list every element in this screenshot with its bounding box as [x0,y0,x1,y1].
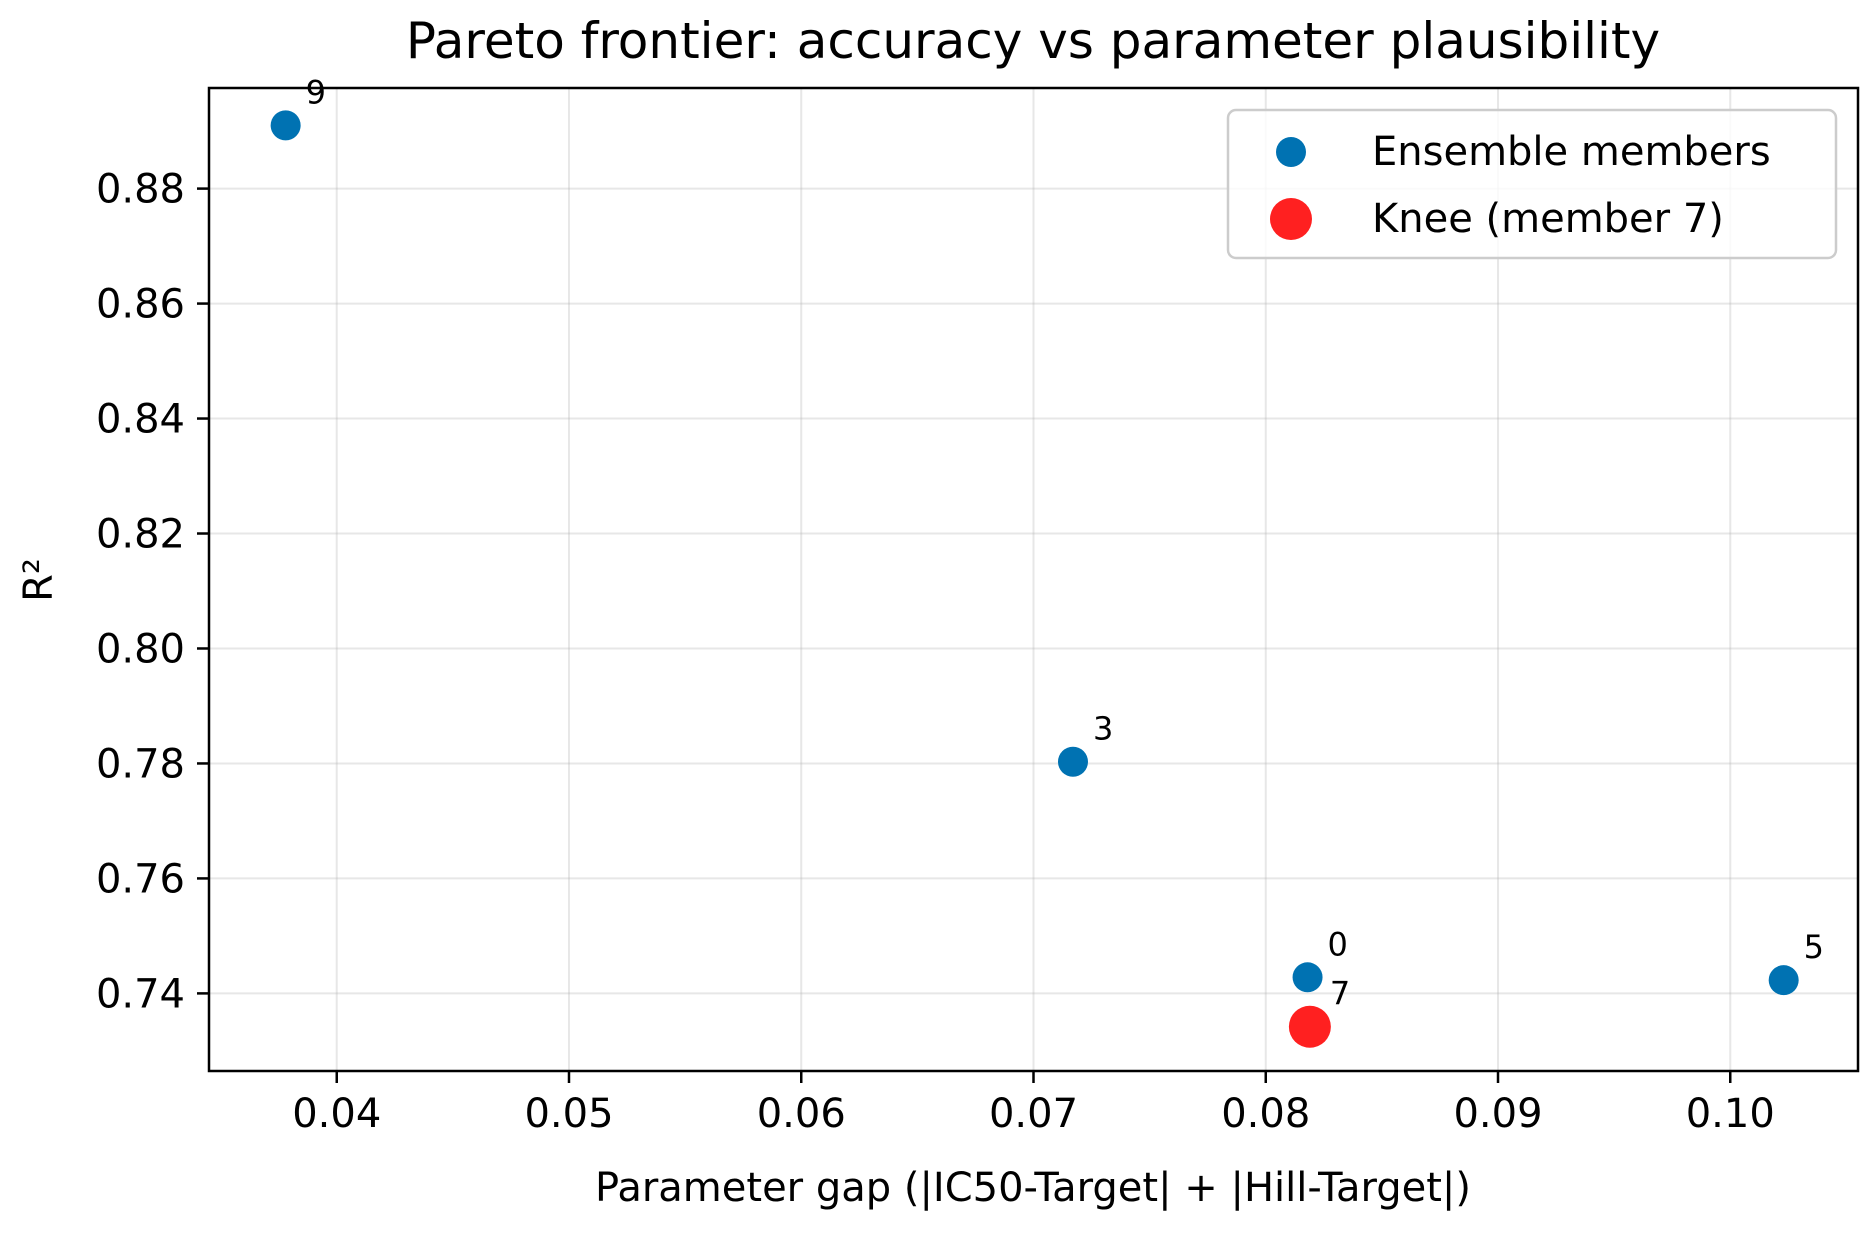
point-label: 3 [1093,710,1113,748]
x-tick-label: 0.10 [1686,1091,1775,1137]
ensemble-member-point [270,110,301,141]
legend-knee-marker [1270,198,1312,240]
y-axis-label: R² [16,558,62,602]
x-axis-ticks: 0.04 0.05 0.06 0.07 0.08 0.09 0.10 [292,1071,1775,1137]
knee-point [1288,1005,1331,1048]
point-label: 0 [1328,925,1348,963]
y-tick-label: 0.80 [96,626,185,672]
x-tick-label: 0.04 [292,1091,381,1137]
ensemble-member-point [1057,746,1088,777]
y-tick-label: 0.78 [96,741,185,787]
y-tick-label: 0.74 [96,971,185,1017]
x-tick-label: 0.05 [524,1091,613,1137]
x-tick-label: 0.09 [1453,1091,1542,1137]
ensemble-member-point [1768,965,1799,996]
point-label: 9 [306,73,326,111]
legend-label: Ensemble members [1372,129,1771,175]
point-label: 7 [1330,975,1350,1013]
y-tick-label: 0.76 [96,856,185,902]
legend-entries: Ensemble members Knee (member 7) [1270,129,1771,242]
legend-label: Knee (member 7) [1372,196,1724,242]
legend-member-marker [1276,137,1306,167]
y-axis-ticks: 0.74 0.76 0.78 0.80 0.82 0.84 0.86 0.88 [96,167,209,1017]
x-tick-label: 0.06 [757,1091,846,1137]
point-label: 5 [1804,928,1824,966]
y-tick-label: 0.86 [96,282,185,328]
x-tick-label: 0.07 [989,1091,1078,1137]
legend-box [1226,108,1838,260]
ensemble-member-point [1292,962,1323,993]
y-tick-label: 0.88 [96,167,185,213]
plot-area-frame [207,86,1860,1073]
data-points: 9 3 0 5 7 [270,73,1824,1048]
chart-title: Pareto frontier: accuracy vs parameter p… [406,12,1660,70]
x-axis-label: Parameter gap (|IC50-Target| + |Hill-Tar… [595,1165,1471,1211]
x-tick-label: 0.08 [1221,1091,1310,1137]
legend: Ensemble members Knee (member 7) [1226,108,1838,260]
y-tick-label: 0.82 [96,512,185,558]
y-tick-label: 0.84 [96,397,185,443]
